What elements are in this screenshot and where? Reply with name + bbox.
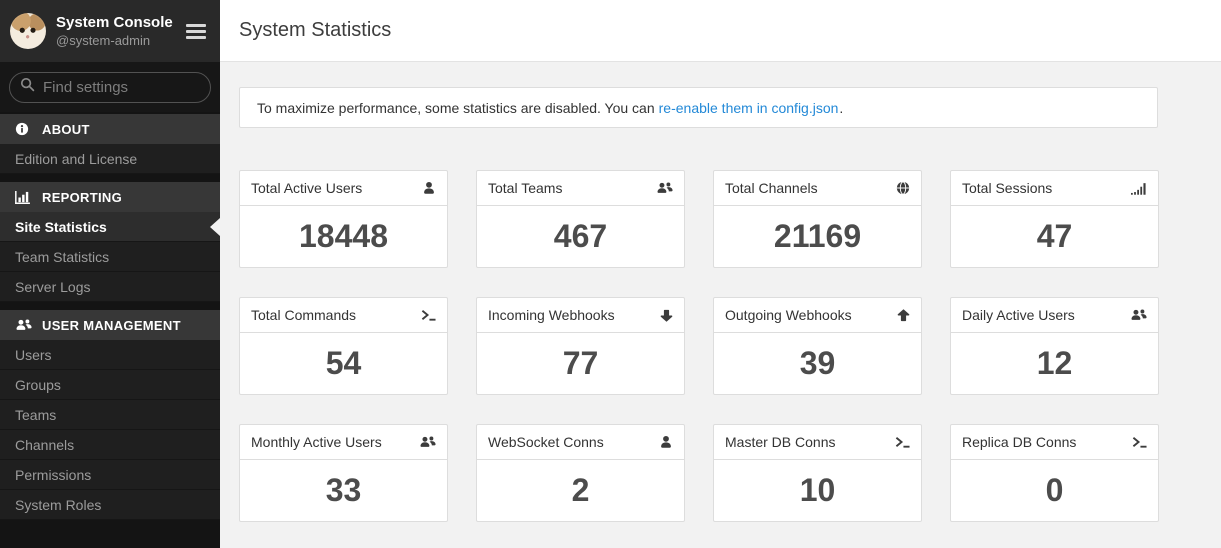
- stat-card-total-active-users: Total Active Users 18448: [239, 170, 448, 268]
- content-area: To maximize performance, some statistics…: [220, 62, 1221, 522]
- stat-value: 18448: [240, 206, 447, 267]
- stat-value: 0: [951, 460, 1158, 521]
- stat-title: Total Commands: [251, 307, 356, 323]
- admin-handle: @system-admin: [56, 32, 186, 49]
- stat-title: WebSocket Conns: [488, 434, 604, 450]
- info-circle-icon: [15, 122, 35, 136]
- stat-value: 12: [951, 333, 1158, 394]
- stat-value: 47: [951, 206, 1158, 267]
- sidebar-item-users[interactable]: Users: [0, 340, 220, 370]
- stat-title: Replica DB Conns: [962, 434, 1076, 450]
- stat-title: Total Teams: [488, 180, 562, 196]
- banner-text-end: .: [839, 100, 843, 116]
- reenable-config-link[interactable]: re-enable them in config.json: [659, 100, 839, 116]
- globe-icon: [896, 181, 910, 195]
- sidebar-item-edition-and-license[interactable]: Edition and License: [0, 144, 220, 174]
- bar-chart-icon: [15, 191, 35, 204]
- stat-value: 21169: [714, 206, 921, 267]
- terminal-icon: [1132, 436, 1147, 448]
- sidebar-item-label: Channels: [15, 437, 74, 453]
- stat-title: Total Sessions: [962, 180, 1052, 196]
- search-icon: [20, 77, 43, 97]
- sidebar-item-label: Users: [15, 347, 52, 363]
- stat-card-total-commands: Total Commands 54: [239, 297, 448, 395]
- terminal-icon: [421, 309, 436, 321]
- stat-card-total-channels: Total Channels 21169: [713, 170, 922, 268]
- stat-card-total-teams: Total Teams 467: [476, 170, 685, 268]
- page-header: System Statistics: [220, 0, 1221, 62]
- section-label: ABOUT: [42, 122, 90, 137]
- sidebar-nav: ABOUT Edition and License REPORTING Site…: [0, 112, 220, 548]
- sidebar-item-label: Edition and License: [15, 151, 137, 167]
- main-panel: System Statistics To maximize performanc…: [220, 0, 1221, 548]
- sidebar-item-label: System Roles: [15, 497, 101, 513]
- stat-value: 2: [477, 460, 684, 521]
- menu-icon[interactable]: [186, 24, 206, 39]
- section-header-reporting: REPORTING: [0, 182, 220, 212]
- sidebar-item-site-statistics[interactable]: Site Statistics: [0, 212, 220, 242]
- users-icon: [15, 318, 35, 332]
- arrow-up-icon: [897, 309, 910, 322]
- stat-value: 467: [477, 206, 684, 267]
- sidebar: System Console @system-admin ABOUT Ed: [0, 0, 220, 548]
- stat-value: 77: [477, 333, 684, 394]
- section-header-user-management: USER MANAGEMENT: [0, 310, 220, 340]
- stat-value: 33: [240, 460, 447, 521]
- user-icon: [422, 181, 436, 195]
- stat-card-replica-db-conns: Replica DB Conns 0: [950, 424, 1159, 522]
- stats-grid: Total Active Users 18448 Total Teams: [239, 170, 1221, 522]
- console-title: System Console: [56, 13, 186, 32]
- signal-icon: [1131, 182, 1147, 195]
- sidebar-item-label: Permissions: [15, 467, 91, 483]
- avatar: [10, 13, 46, 49]
- sidebar-item-server-logs[interactable]: Server Logs: [0, 272, 220, 302]
- stat-card-monthly-active-users: Monthly Active Users 33: [239, 424, 448, 522]
- sidebar-item-label: Groups: [15, 377, 61, 393]
- sidebar-item-groups[interactable]: Groups: [0, 370, 220, 400]
- stat-value: 39: [714, 333, 921, 394]
- users-icon: [419, 435, 436, 449]
- user-icon: [659, 435, 673, 449]
- stat-value: 54: [240, 333, 447, 394]
- stat-title: Master DB Conns: [725, 434, 835, 450]
- section-label: REPORTING: [42, 190, 122, 205]
- stat-title: Monthly Active Users: [251, 434, 382, 450]
- stat-title: Total Active Users: [251, 180, 362, 196]
- stat-card-incoming-webhooks: Incoming Webhooks 77: [476, 297, 685, 395]
- stat-card-outgoing-webhooks: Outgoing Webhooks 39: [713, 297, 922, 395]
- stat-card-daily-active-users: Daily Active Users 12: [950, 297, 1159, 395]
- stat-card-websocket-conns: WebSocket Conns 2: [476, 424, 685, 522]
- search-settings-box[interactable]: [9, 72, 211, 103]
- stat-title: Daily Active Users: [962, 307, 1075, 323]
- stat-card-master-db-conns: Master DB Conns 10: [713, 424, 922, 522]
- sidebar-user-info: System Console @system-admin: [56, 13, 186, 49]
- sidebar-item-channels[interactable]: Channels: [0, 430, 220, 460]
- sidebar-item-system-roles[interactable]: System Roles: [0, 490, 220, 520]
- sidebar-item-team-statistics[interactable]: Team Statistics: [0, 242, 220, 272]
- sidebar-item-label: Team Statistics: [15, 249, 109, 265]
- app-window: System Console @system-admin ABOUT Ed: [0, 0, 1221, 548]
- section-header-about: ABOUT: [0, 114, 220, 144]
- sidebar-item-label: Server Logs: [15, 279, 90, 295]
- sidebar-user-header[interactable]: System Console @system-admin: [0, 0, 220, 62]
- stat-card-total-sessions: Total Sessions 47: [950, 170, 1159, 268]
- users-icon: [656, 181, 673, 195]
- performance-banner: To maximize performance, some statistics…: [239, 87, 1158, 128]
- sidebar-item-label: Teams: [15, 407, 56, 423]
- stat-title: Total Channels: [725, 180, 818, 196]
- stat-value: 10: [714, 460, 921, 521]
- sidebar-search-area: [0, 62, 220, 112]
- sidebar-item-teams[interactable]: Teams: [0, 400, 220, 430]
- search-input[interactable]: [43, 79, 200, 96]
- section-label: USER MANAGEMENT: [42, 318, 181, 333]
- banner-text: To maximize performance, some statistics…: [257, 100, 655, 116]
- sidebar-item-label: Site Statistics: [15, 219, 107, 235]
- page-title: System Statistics: [239, 19, 391, 42]
- stat-title: Incoming Webhooks: [488, 307, 615, 323]
- stat-title: Outgoing Webhooks: [725, 307, 852, 323]
- users-icon: [1130, 308, 1147, 322]
- sidebar-item-permissions[interactable]: Permissions: [0, 460, 220, 490]
- arrow-down-icon: [660, 309, 673, 322]
- terminal-icon: [895, 436, 910, 448]
